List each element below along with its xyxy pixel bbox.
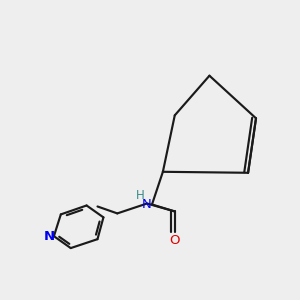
Text: N: N — [44, 230, 55, 243]
Text: O: O — [169, 234, 180, 247]
Text: N: N — [142, 198, 152, 211]
Text: H: H — [136, 189, 145, 202]
